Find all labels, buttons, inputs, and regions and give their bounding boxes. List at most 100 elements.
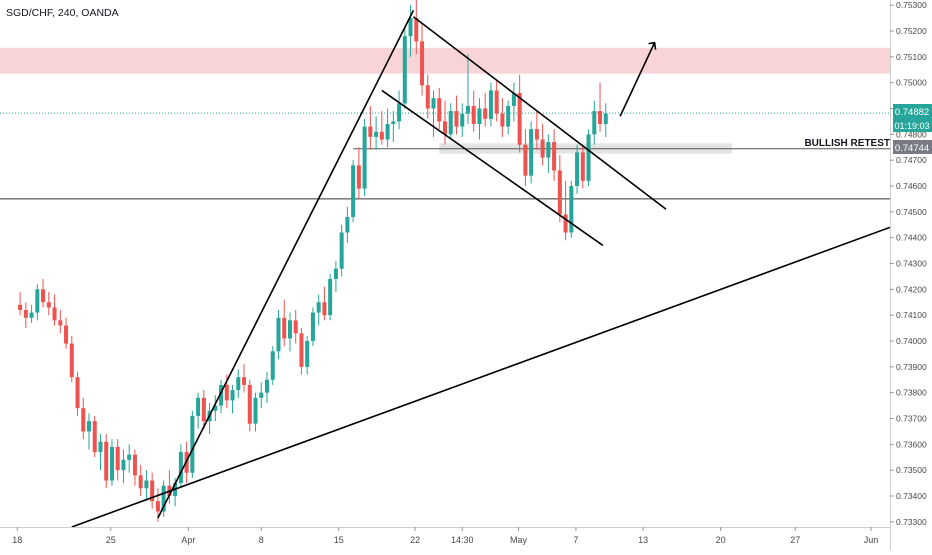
svg-text:01:19:03: 01:19:03 [894,121,929,131]
candle [580,144,585,189]
candle [35,284,40,321]
candle [379,111,384,145]
candle-body [534,129,539,140]
price-axis-bg [890,0,932,550]
price-tick-label: 0.73600 [896,439,927,449]
resistance-zone-rect [0,47,890,74]
candle-body [104,441,109,481]
time-tick-label: 27 [790,535,800,545]
candle [115,439,120,481]
candle [81,397,86,440]
price-tick-label: 0.73400 [896,491,927,501]
candle [299,328,304,375]
candle-body [460,113,465,127]
candle-body [253,397,258,424]
candle [196,392,201,429]
candle-body [299,333,304,367]
candle [270,346,275,385]
candle [402,25,407,109]
candle [385,108,390,148]
candle-body [523,144,528,176]
candle [506,100,511,135]
candle [92,415,97,458]
candle-body [18,304,23,310]
candle-body [379,131,384,140]
candle-body [598,111,603,124]
candle [178,444,183,489]
candle [86,413,92,450]
candle-body [230,390,235,401]
candle-body [471,105,476,124]
candle [144,470,149,499]
price-tick-label: 0.74700 [896,155,927,165]
candle-body [161,485,166,512]
candle [351,160,356,223]
candle [64,317,69,349]
candle [517,74,522,153]
candle [18,291,23,316]
time-tick-label: 14:30 [451,535,474,545]
candle [523,129,528,186]
candle-body [580,152,585,181]
candle-body [552,142,557,171]
candle [529,121,534,184]
candle [603,103,608,137]
candle-body [511,93,516,106]
time-tick-label: Jun [864,535,879,545]
candle [569,180,574,238]
candle-body [448,111,453,135]
candle-body [276,317,281,352]
candle [483,93,488,127]
candle [58,310,63,334]
candle [132,449,137,486]
candle-body [465,105,470,114]
candle [213,395,218,422]
candle [75,372,80,416]
candle-body [115,446,120,471]
time-axis: 18 25 Apr 8 15 22 14:30 May 7 13 20 27 Jun [0,527,890,550]
price-tick-label: 0.74000 [896,336,927,346]
candle [127,444,132,473]
candle-body [287,320,292,339]
price-tick-label: 0.73800 [896,388,927,398]
candle [328,273,333,321]
candle [425,74,430,119]
candle-body [46,302,51,308]
candle-body [86,421,92,432]
candle [236,369,241,398]
candle-body [351,165,356,217]
price-tick-label: 0.73500 [896,465,927,475]
candle-body [374,131,379,137]
candle-body [29,312,34,318]
candle-body [603,113,608,124]
candle [247,379,252,432]
candle-body [575,152,580,186]
candle-body [35,289,40,313]
candle [477,98,482,140]
candle-body [178,452,183,484]
candle [391,111,396,143]
candle [109,439,114,486]
candle [282,299,287,347]
candle-body [305,341,310,367]
candle [374,116,379,150]
candle-body [437,98,442,122]
candle-body [98,441,103,453]
candle [242,364,247,393]
candle-body [201,397,206,422]
projection-arrow-head [648,41,657,50]
candle [448,103,453,140]
candle-body [529,129,534,176]
candle [305,335,310,375]
candle [46,291,51,316]
price-tick-label: 0.74500 [896,207,927,217]
candle-body [150,480,155,502]
candle [540,124,545,166]
time-tick-label: Apr [181,535,195,545]
candle-body [75,377,80,409]
candle-body [58,320,63,326]
candle-body [81,408,86,432]
svg-text:0.74744: 0.74744 [895,143,929,154]
